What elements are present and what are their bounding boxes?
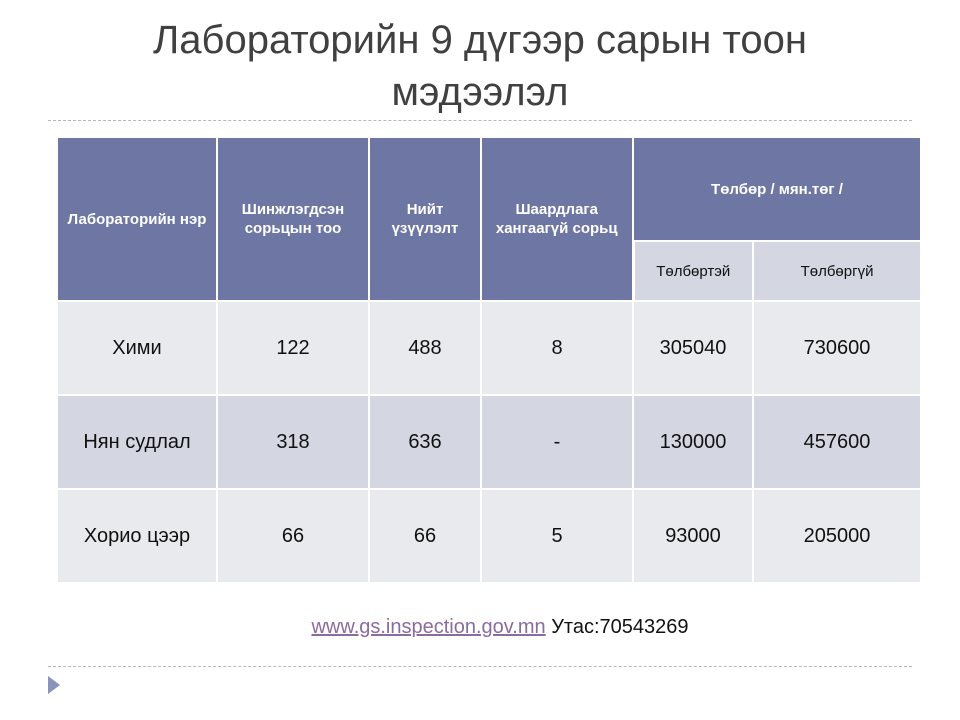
cell-nonconforming: 8 [480, 300, 634, 396]
cell-fee-paid: 93000 [632, 488, 754, 584]
website-link[interactable]: www.gs.inspection.gov.mn [311, 616, 546, 638]
table-row: Нян судлал 318 636 - 130000 457600 [56, 394, 923, 490]
cell-indicators: 636 [368, 394, 482, 490]
header-fee-free: Төлбөргүй [751, 240, 923, 302]
cell-fee-free: 730600 [751, 300, 923, 396]
header-row: Лабораторийн нэр Шинжлэгдсэн сорьцын тоо… [56, 136, 923, 302]
cell-lab-name: Хими [56, 300, 218, 396]
cell-lab-name: Нян судлал [56, 394, 218, 490]
header-fee: Төлбөр / мян.төг / [631, 136, 923, 242]
header-fee-paid: Төлбөртэй [631, 240, 754, 302]
footer: www.gs.inspection.gov.mn Утас:70543269 [0, 616, 960, 639]
lab-stats-table: Лабораторийн нэр Шинжлэгдсэн сорьцын тоо… [56, 136, 923, 584]
header-samples: Шинжлэгдсэн сорьцын тоо [216, 136, 370, 302]
table-row: Хими 122 488 8 305040 730600 [56, 300, 923, 396]
header-lab-name: Лабораторийн нэр [56, 136, 218, 302]
title-line-1: Лабораторийн 9 дүгээр сарын тоон [153, 18, 807, 62]
phone-number: Утас:70543269 [551, 616, 689, 638]
table-row: Хорио цээр 66 66 5 93000 205000 [56, 488, 923, 584]
header-indicators: Нийт үзүүлэлт [368, 136, 482, 302]
cell-nonconforming: - [480, 394, 634, 490]
cell-fee-paid: 305040 [632, 300, 754, 396]
cell-fee-free: 457600 [751, 394, 923, 490]
cell-samples: 318 [216, 394, 370, 490]
bottom-divider [48, 666, 912, 667]
cell-lab-name: Хорио цээр [56, 488, 218, 584]
cell-indicators: 66 [368, 488, 482, 584]
cell-samples: 122 [216, 300, 370, 396]
cell-samples: 66 [216, 488, 370, 584]
cell-fee-free: 205000 [751, 488, 923, 584]
subheader-row: Төлбөртэй Төлбөргүй [57, 240, 923, 302]
play-arrow-icon [48, 676, 60, 694]
cell-fee-paid: 130000 [632, 394, 754, 490]
header-nonconforming: Шаардлага хангаагүй сорьц [480, 136, 634, 302]
title-line-2: мэдээлэл [391, 70, 569, 114]
top-divider [48, 120, 912, 121]
cell-indicators: 488 [368, 300, 482, 396]
cell-nonconforming: 5 [480, 488, 634, 584]
slide-title: Лабораторийн 9 дүгээр сарын тоон мэдээлэ… [0, 14, 960, 118]
